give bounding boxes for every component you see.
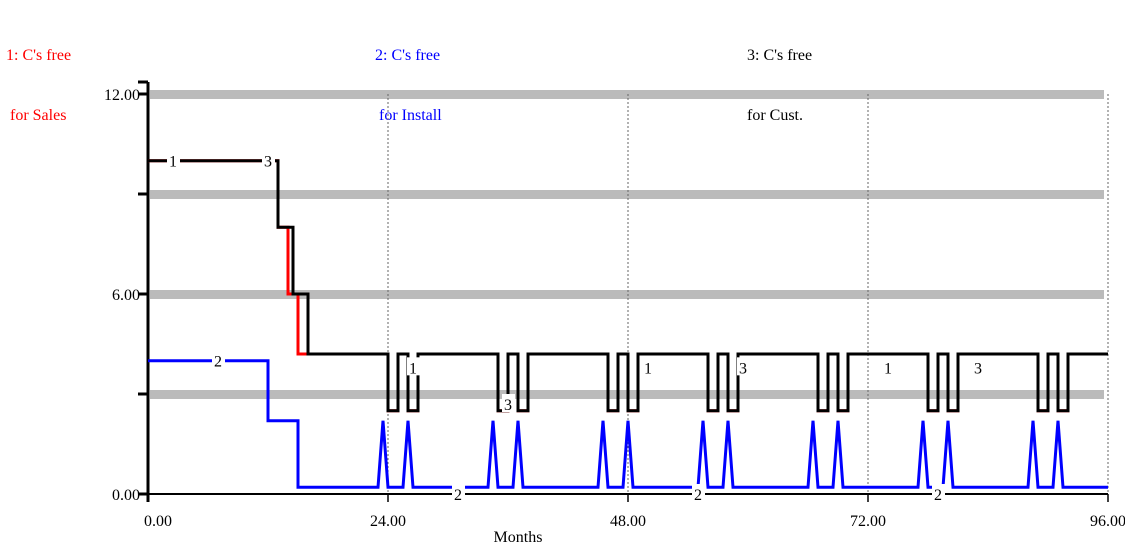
x-tick-label-0: 0.00 [144, 513, 172, 530]
x-tick-label-2: 48.00 [610, 513, 646, 530]
series-marker-label-3: 1 [409, 360, 417, 377]
gray-band-1 [150, 190, 1104, 199]
gray-band-0 [150, 90, 1104, 99]
series-marker-label-6: 1 [644, 360, 652, 377]
series-marker-label-7: 2 [694, 487, 702, 504]
series-marker-label-10: 2 [934, 487, 942, 504]
series-marker-label-5: 3 [504, 397, 512, 414]
series-marker-label-1: 3 [264, 154, 272, 171]
y-tick-label-0: 0.00 [112, 487, 140, 504]
x-tick-label-1: 24.00 [370, 513, 406, 530]
y-tick-label-2: 12.00 [104, 87, 140, 104]
x-tick-label-3: 72.00 [850, 513, 886, 530]
x-tick-label-4: 96.00 [1090, 513, 1125, 530]
series-marker-label-8: 3 [739, 360, 747, 377]
y-tick-label-1: 6.00 [112, 287, 140, 304]
x-axis-label: Months [494, 529, 543, 546]
series-marker-label-2: 2 [214, 354, 222, 371]
series-marker-label-4: 2 [454, 487, 462, 504]
series-marker-label-0: 1 [169, 154, 177, 171]
series-marker-label-11: 3 [974, 360, 982, 377]
series-marker-label-9: 1 [884, 360, 892, 377]
